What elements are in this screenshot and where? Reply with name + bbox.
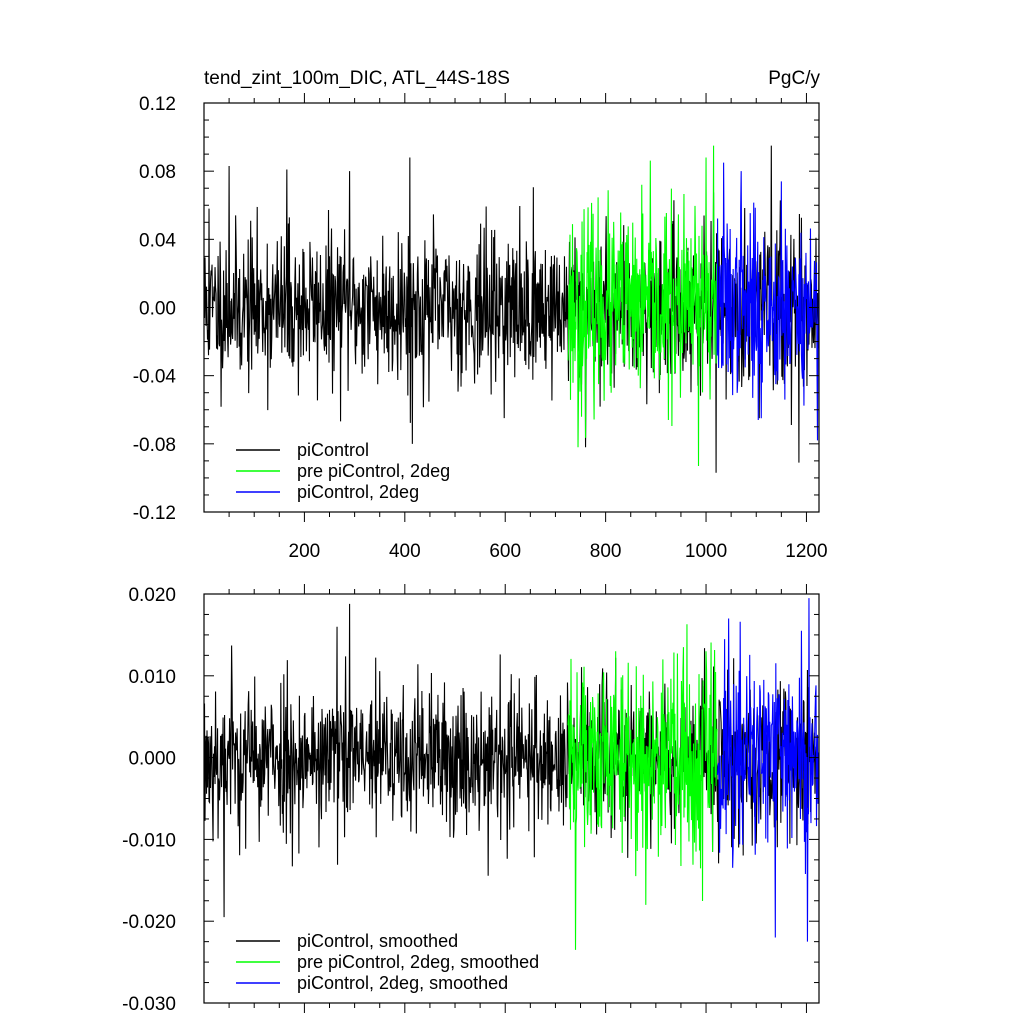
series-line-picontrol [204,145,819,473]
y-tick-label: -0.020 [122,912,176,933]
bottom-axes: -0.030 -0.020 -0.010 0.000 0.010 0.020 [122,584,819,1015]
series-line-picontrol-2deg [716,162,819,441]
top-plot-area [204,145,819,473]
top-panel-units: PgC/y [768,68,820,89]
y-tick-label: 0.000 [128,749,176,770]
top-axes: -0.12 -0.08 -0.04 0.00 0.04 0.08 0.12 200 400 600… [133,93,828,562]
y-tick-label: 0.020 [128,585,176,606]
x-tick-label: 600 [489,541,521,562]
y-tick-label: 0.010 [128,667,176,688]
y-tick-label: -0.12 [133,503,176,524]
bottom-panel: -0.030 -0.020 -0.010 0.000 0.010 0.020 piCont… [122,584,820,1015]
series-line-pre-picontrol-2deg-smoothed [567,624,718,950]
y-tick-label: -0.08 [133,435,176,456]
x-tick-label: 1000 [685,541,727,562]
series-line-pre-picontrol-2deg [567,145,718,466]
legend-label: piControl, 2deg, smoothed [297,973,508,993]
series-line-picontrol-smoothed [204,603,819,918]
legend-label: piControl [297,440,369,460]
y-tick-label: -0.04 [133,367,177,388]
legend-label: pre piControl, 2deg [297,461,450,481]
y-tick-label: 0.00 [139,299,176,320]
y-tick-label: 0.04 [139,230,176,251]
x-tick-label: 400 [389,541,421,562]
top-panel: tend_zint_100m_DIC, ATL_44S-18S PgC/y -0… [133,68,828,562]
y-tick-label: -0.030 [122,994,176,1015]
y-tick-label: -0.010 [122,830,176,851]
series-line-picontrol-2deg-smoothed [717,598,819,942]
bottom-plot-area [204,598,819,950]
x-tick-label: 200 [289,541,321,562]
y-tick-label: 0.08 [139,162,176,183]
top-panel-title: tend_zint_100m_DIC, ATL_44S-18S [204,68,510,89]
y-tick-label: 0.12 [139,94,176,115]
x-tick-label: 1200 [785,541,827,562]
legend-label: piControl, smoothed [297,931,458,951]
legend-label: pre piControl, 2deg, smoothed [297,952,539,972]
legend-label: piControl, 2deg [297,482,419,502]
x-tick-label: 800 [590,541,622,562]
